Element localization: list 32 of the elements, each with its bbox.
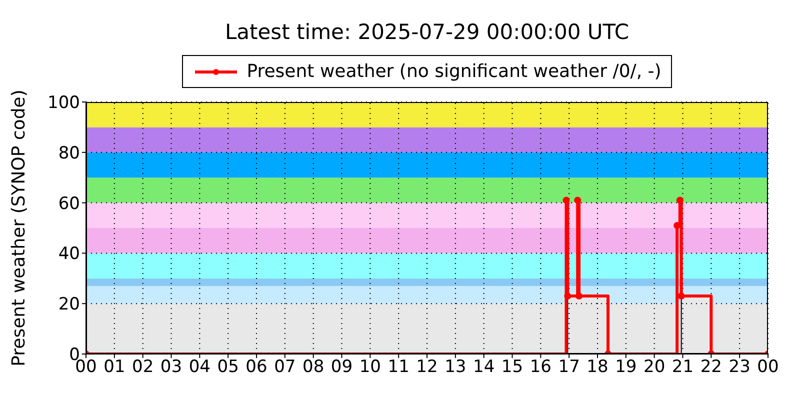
x-tick-label: 13 xyxy=(444,357,466,378)
x-tick-label: 08 xyxy=(302,357,324,378)
x-tick-label: 04 xyxy=(188,357,210,378)
y-tick-label: 100 xyxy=(48,93,80,114)
x-tick-label: 15 xyxy=(501,357,524,378)
x-tick-label: 21 xyxy=(672,357,694,378)
x-tick-label: 01 xyxy=(104,357,126,378)
x-tick-label: 06 xyxy=(246,357,268,378)
x-tick-label: 12 xyxy=(416,357,438,378)
x-tick-label: 17 xyxy=(558,357,580,378)
x-tick-label: 10 xyxy=(359,357,381,378)
x-tick-label: 18 xyxy=(586,357,608,378)
x-tick-label: 16 xyxy=(530,357,552,378)
x-tick-label: 03 xyxy=(160,357,182,378)
y-tick-label: 20 xyxy=(58,294,80,315)
x-tick-label: 23 xyxy=(728,357,750,378)
x-tick-label: 20 xyxy=(644,357,666,378)
x-tick-label: 14 xyxy=(473,357,495,378)
x-tick-label: 22 xyxy=(700,357,722,378)
x-tick-label: 02 xyxy=(132,357,154,378)
legend-label: Present weather (no significant weather /0/, -) xyxy=(246,61,662,82)
y-tick-label: 80 xyxy=(58,143,80,164)
x-tick-label: 11 xyxy=(388,357,410,378)
y-axis-title: Present weather (SYNOP code) xyxy=(8,90,30,366)
x-tick-label: 05 xyxy=(217,357,239,378)
x-tick-label: 19 xyxy=(615,357,637,378)
x-tick-label: 09 xyxy=(330,357,353,378)
y-tick-label: 40 xyxy=(58,244,80,264)
chart-title: Latest time: 2025-07-29 00:00:00 UTC xyxy=(224,20,630,44)
x-tick-label: 00 xyxy=(757,357,779,378)
x-tick-label: 07 xyxy=(274,357,296,378)
y-tick-label: 60 xyxy=(58,194,80,214)
